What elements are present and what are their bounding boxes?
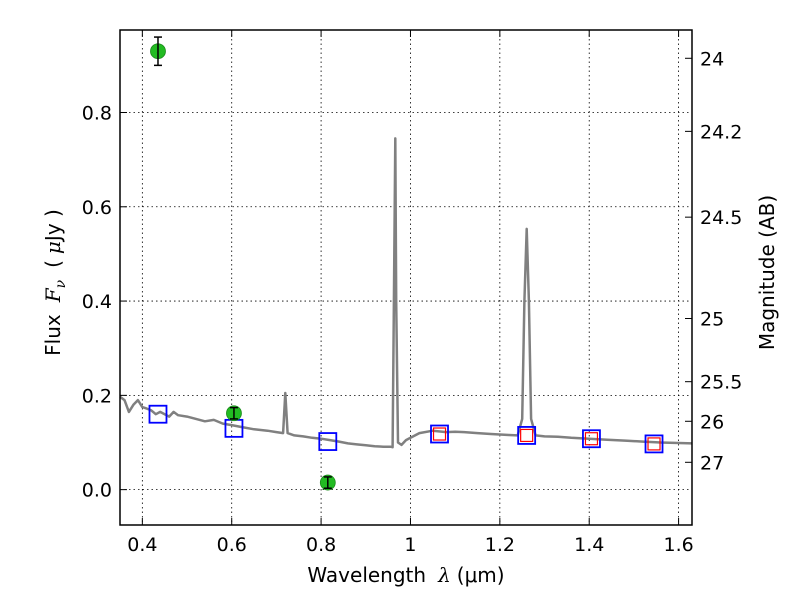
series-layer: [119, 36, 693, 491]
y-tick-label: 0.0: [82, 480, 112, 502]
spectrum-line: [119, 137, 693, 449]
grid: [120, 30, 692, 525]
plot-frame: [119, 29, 693, 526]
y2-tick-label: 25: [700, 309, 724, 331]
y-tick-label: 0.8: [82, 103, 112, 125]
x-tick-label: 1.2: [485, 534, 515, 556]
model-point-red: [520, 428, 534, 443]
x-tick-label: 0.6: [217, 534, 247, 556]
x-axis-label: Wavelength λ (μm): [307, 563, 504, 587]
y-tick-label: 0.2: [82, 385, 112, 407]
x-tick-label: 0.8: [306, 534, 336, 556]
y2-tick-label: 25.5: [700, 372, 742, 394]
model-point-blue: [644, 434, 664, 454]
y-axis-label: FluxFν(μJy ): [41, 209, 69, 356]
x-tick-label: 1.4: [574, 534, 604, 556]
model-point-blue: [148, 404, 168, 424]
x-tick-label: 1: [404, 534, 416, 556]
model-point-blue: [318, 432, 338, 451]
y2-tick-label: 24.2: [700, 121, 742, 143]
model-point-red: [432, 427, 447, 441]
y2-tick-label: 27: [700, 452, 724, 474]
model-point-red: [647, 437, 661, 451]
y-tick-label: 0.6: [82, 197, 112, 219]
model-point-blue: [430, 424, 449, 444]
y2-tick-label: 26: [700, 411, 724, 433]
y-tick-label: 0.4: [82, 291, 112, 313]
svg-text:FluxFν(μJy ): FluxFν(μJy ): [41, 209, 69, 356]
plot-area: [120, 30, 692, 525]
y2-tick-label: 24.5: [700, 207, 742, 229]
model-point-blue: [517, 426, 537, 445]
y2-tick-label: 24: [700, 48, 724, 70]
svg-text:Magnitude (AB): Magnitude (AB): [755, 195, 779, 350]
model-point-blue: [582, 429, 601, 449]
x-tick-label: 0.4: [127, 534, 157, 556]
ticks: 0.4 0.6 0.8 1 1.2 1.4 1.6 0.0 0.2 0.4 0.6 0.8 24 24.2…: [82, 30, 742, 556]
y2-axis-label: Magnitude (AB): [755, 195, 779, 350]
x-tick-label: 1.6: [663, 534, 693, 556]
model-point-red: [584, 432, 599, 446]
